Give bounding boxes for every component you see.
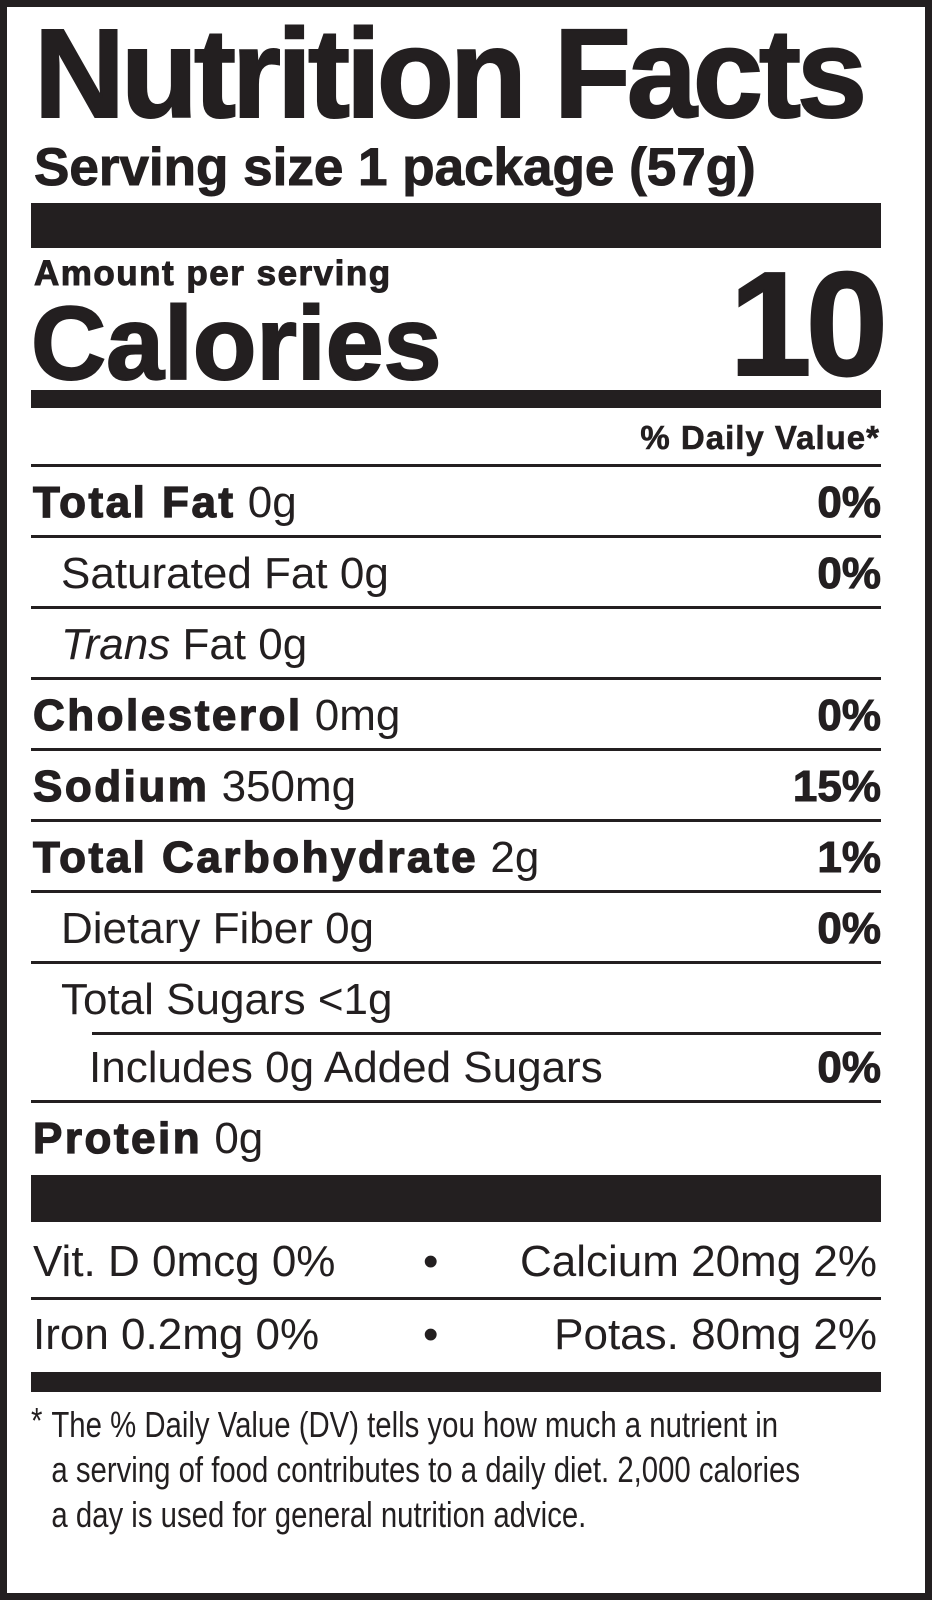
- nutrient-name: Includes 0g Added Sugars: [89, 1043, 603, 1092]
- nutrient-row-added-sugars: Includes 0g Added Sugars 0%: [31, 1032, 881, 1103]
- divider: [31, 464, 881, 467]
- nutrient-row-total-sugars: Total Sugars <1g: [31, 964, 881, 1035]
- potassium: Potas. 80mg 2%: [554, 1310, 877, 1359]
- nutrient-dv: 0%: [817, 549, 882, 599]
- thick-divider: [31, 1175, 881, 1222]
- nutrient-name: Saturated Fat: [61, 549, 328, 598]
- indented-divider: [92, 1032, 881, 1035]
- nutrient-name: Sodium: [32, 761, 210, 811]
- nutrient-dv: 15%: [792, 762, 881, 812]
- footnote-line: a day is used for general nutrition advi…: [51, 1494, 587, 1535]
- nutrient-name: Protein: [32, 1113, 203, 1163]
- nutrient-row-protein: Protein 0g: [31, 1103, 881, 1171]
- nutrient-amount: <1g: [317, 975, 393, 1024]
- nutrient-table: Total Fat 0g 0% Saturated Fat 0g 0% Tran…: [31, 467, 882, 1171]
- nutrient-row-sodium: Sodium 350mg 15%: [31, 751, 882, 822]
- medium-divider: [31, 390, 881, 408]
- nutrient-name: Total Carbohydrate: [32, 832, 479, 882]
- footnote: * The % Daily Value (DV) tells you how mu…: [31, 1400, 879, 1537]
- nutrient-amount: 0g: [325, 904, 375, 953]
- thick-divider: [31, 203, 881, 248]
- calcium: Calcium 20mg 2%: [519, 1237, 877, 1286]
- vitamin-d: Vit. D 0mcg 0%: [33, 1237, 336, 1286]
- nutrient-amount: 2g: [490, 833, 540, 882]
- serving-size: Serving size 1 package (57g): [34, 138, 757, 197]
- nutrient-name: Cholesterol: [32, 690, 303, 740]
- footnote-asterisk: *: [31, 1400, 43, 1441]
- nutrient-amount: 350mg: [221, 762, 357, 811]
- medium-divider: [31, 1372, 881, 1392]
- calories-label: Calories: [30, 286, 442, 402]
- micronutrient-row: Iron 0.2mg 0% • Potas. 80mg 2%: [31, 1301, 877, 1369]
- nutrient-row-dietary-fiber: Dietary Fiber 0g 0%: [31, 893, 881, 964]
- bullet-separator: •: [423, 1237, 439, 1286]
- nutrient-dv: 0%: [817, 1043, 882, 1093]
- footnote-line: a serving of food contributes to a daily…: [51, 1449, 800, 1490]
- iron: Iron 0.2mg 0%: [33, 1310, 320, 1359]
- nutrient-dv: 0%: [817, 478, 882, 528]
- nutrient-amount: 0g: [339, 549, 389, 598]
- nutrient-name: Total Sugars: [61, 975, 306, 1024]
- micronutrient-row: Vit. D 0mcg 0% • Calcium 20mg 2%: [31, 1228, 877, 1296]
- nutrient-row-cholesterol: Cholesterol 0mg 0%: [31, 680, 881, 751]
- nutrient-name: Dietary Fiber: [61, 904, 313, 953]
- calories-value: 10: [728, 242, 889, 407]
- nutrient-amount: Fat 0g: [182, 620, 308, 669]
- nutrient-dv: 0%: [817, 691, 882, 741]
- nutrient-row-total-fat: Total Fat 0g 0%: [31, 467, 881, 538]
- nutrient-row-saturated-fat: Saturated Fat 0g 0%: [31, 538, 881, 609]
- label-title: Nutrition Facts: [33, 3, 868, 144]
- divider: [31, 1297, 881, 1300]
- nutrient-amount: 0mg: [314, 691, 401, 740]
- nutrient-amount: 0g: [247, 478, 297, 527]
- nutrient-dv: 1%: [817, 833, 882, 883]
- daily-value-header: % Daily Value*: [640, 419, 880, 457]
- nutrient-row-total-carbohydrate: Total Carbohydrate 2g 1%: [31, 822, 881, 893]
- nutrient-row-trans-fat: Trans Fat 0g: [31, 609, 881, 680]
- nutrient-dv: 0%: [817, 904, 882, 954]
- nutrient-name: Total Fat: [32, 477, 236, 527]
- bullet-separator: •: [423, 1310, 439, 1359]
- footnote-line: The % Daily Value (DV) tells you how muc…: [51, 1404, 779, 1445]
- nutrient-amount: 0g: [214, 1114, 264, 1163]
- nutrient-name: Trans: [61, 620, 171, 669]
- amount-per-serving: Amount per serving: [34, 254, 392, 294]
